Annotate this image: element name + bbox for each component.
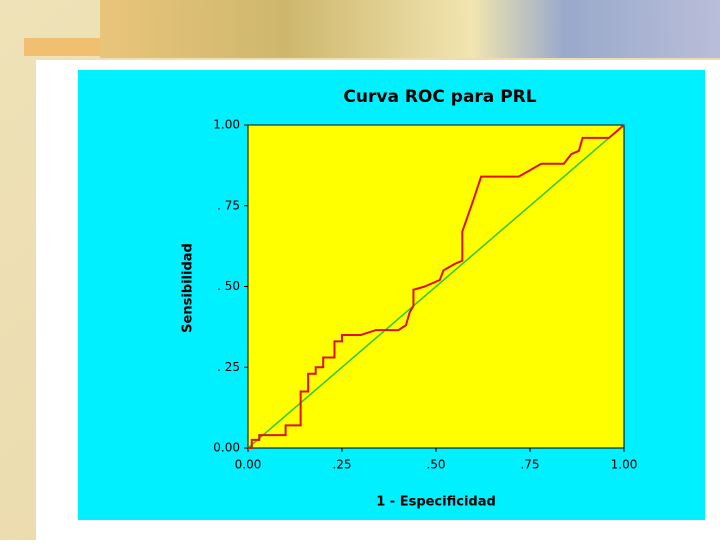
- y-tick-label: 1.00: [213, 118, 240, 132]
- x-tick-label: 1.00: [611, 458, 638, 472]
- series-line: [247, 124, 625, 449]
- series-line: [248, 124, 625, 449]
- y-tick-label: . 25: [217, 360, 240, 374]
- x-tick-label: .25: [332, 458, 351, 472]
- x-tick-label: 0.00: [235, 458, 262, 472]
- y-tick-label: . 50: [217, 279, 240, 293]
- x-tick-label: .50: [426, 458, 445, 472]
- y-axis-label: Sensibilidad: [181, 243, 196, 333]
- banner: [100, 0, 720, 58]
- y-tick-label: . 75: [217, 198, 240, 212]
- x-tick-label: .75: [520, 458, 539, 472]
- x-axis-label: 1 - Especificidad: [376, 495, 496, 510]
- banner-accent: [24, 38, 100, 56]
- y-tick-label: 0.00: [213, 441, 240, 455]
- chart-title: Curva ROC para PRL: [343, 87, 536, 107]
